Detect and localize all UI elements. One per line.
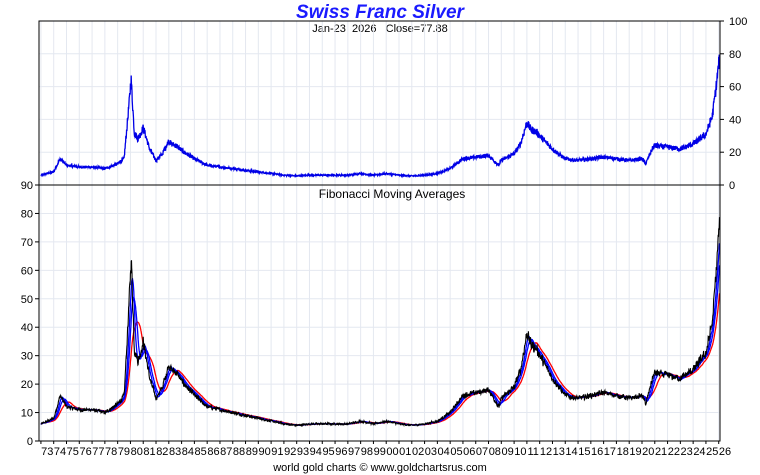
x-tick-label: 11 <box>527 446 538 458</box>
y-tick-label: 0 <box>27 436 33 448</box>
x-tick-label: 82 <box>156 446 168 458</box>
x-tick-label: 75 <box>67 446 79 458</box>
x-tick-label: 20 <box>642 446 654 458</box>
subtitle-year: 2026 <box>352 23 377 35</box>
x-tick-label: 93 <box>297 446 309 458</box>
x-tick-label: 04 <box>438 446 450 458</box>
y-tick-label: 20 <box>729 147 741 159</box>
x-tick-label: 79 <box>118 446 130 458</box>
y-tick-label: 80 <box>729 49 741 61</box>
top-panel-y-axis: 0 20 40 60 80 100 <box>720 16 747 192</box>
x-tick-label: 81 <box>143 446 155 458</box>
x-tick-label: 86 <box>207 446 219 458</box>
x-tick-label: 18 <box>617 446 629 458</box>
x-tick-label: 85 <box>195 446 207 458</box>
chart-footer: world gold charts © www.goldchartsrus.co… <box>273 462 487 474</box>
y-tick-label: 50 <box>21 294 33 306</box>
x-tick-label: 91 <box>271 446 283 458</box>
x-tick-label: 16 <box>591 446 603 458</box>
bottom-panel-frame <box>38 184 721 442</box>
bottom-panel-series <box>40 217 721 428</box>
chart-title: Swiss Franc Silver <box>296 2 464 23</box>
x-tick-label: 06 <box>463 446 475 458</box>
fib-price-line <box>40 293 721 426</box>
y-tick-label: 100 <box>729 16 747 28</box>
x-tick-label: 01 <box>399 446 411 458</box>
x-tick-label: 74 <box>54 446 66 458</box>
chart-subtitle: Jan-23 2026 Close=77.88 <box>0 23 760 35</box>
x-tick-label: 07 <box>476 446 488 458</box>
x-tick-label: 19 <box>629 446 641 458</box>
y-tick-label: 40 <box>729 114 741 126</box>
subtitle-close: Close=77.88 <box>385 23 448 35</box>
x-tick-label: 84 <box>182 446 194 458</box>
x-tick-label: 98 <box>361 446 373 458</box>
y-tick-label: 60 <box>21 265 33 277</box>
x-tick-label: 89 <box>246 446 258 458</box>
x-tick-label: 24 <box>693 446 705 458</box>
x-tick-label: 25 <box>706 446 718 458</box>
x-tick-label: 96 <box>335 446 347 458</box>
y-tick-label: 70 <box>21 237 33 249</box>
y-tick-label: 40 <box>21 322 33 334</box>
x-tick-label: 22 <box>668 446 680 458</box>
x-tick-label: 80 <box>131 446 143 458</box>
x-tick-label: 90 <box>259 446 271 458</box>
x-tick-label: 97 <box>348 446 360 458</box>
y-tick-label: 30 <box>21 351 33 363</box>
x-tick-label: 10 <box>514 446 526 458</box>
y-tick-label: 60 <box>729 82 741 94</box>
x-tick-label: 05 <box>450 446 462 458</box>
y-tick-label: 20 <box>21 379 33 391</box>
x-tick-label: 00 <box>386 446 398 458</box>
x-tick-label: 88 <box>233 446 245 458</box>
x-tick-label: 94 <box>310 446 322 458</box>
bottom-panel-title: Fibonacci Moving Averages <box>319 187 466 201</box>
x-tick-label: 14 <box>565 446 577 458</box>
x-tick-label: 09 <box>501 446 513 458</box>
y-tick-label: 80 <box>21 208 33 220</box>
x-tick-label: 23 <box>681 446 693 458</box>
x-tick-label: 02 <box>412 446 424 458</box>
x-tick-label: 12 <box>540 446 552 458</box>
y-tick-label: 0 <box>729 180 735 192</box>
x-tick-label: 08 <box>489 446 501 458</box>
top-panel-grid <box>39 20 720 186</box>
x-tick-label: 76 <box>79 446 91 458</box>
bottom-panel-y-axis: 0 10 20 30 40 50 60 70 80 90 <box>21 180 39 448</box>
x-tick-label: 95 <box>322 446 334 458</box>
x-tick-label: 73 <box>41 446 53 458</box>
x-tick-label: 15 <box>578 446 590 458</box>
x-tick-label: 17 <box>604 446 616 458</box>
x-tick-label: 26 <box>719 446 731 458</box>
bottom-panel-grid <box>39 184 720 442</box>
x-axis: 73 74 75 76 77 78 79 80 81 82 83 84 85 86 87 88 89 90 91 92… <box>40 441 731 458</box>
x-tick-label: 21 <box>655 446 667 458</box>
x-tick-label: 13 <box>553 446 565 458</box>
y-tick-label: 10 <box>21 408 33 420</box>
x-tick-label: 78 <box>105 446 117 458</box>
x-tick-label: 83 <box>169 446 181 458</box>
subtitle-date: Jan-23 <box>312 23 346 35</box>
y-tick-label: 90 <box>21 180 33 192</box>
x-tick-label: 77 <box>92 446 104 458</box>
x-tick-label: 87 <box>220 446 232 458</box>
x-tick-label: 92 <box>284 446 296 458</box>
price-line <box>40 54 721 179</box>
x-tick-label: 99 <box>374 446 386 458</box>
fib-ma-long-line <box>40 217 721 428</box>
x-tick-label: 03 <box>425 446 437 458</box>
top-panel-series <box>40 54 721 179</box>
